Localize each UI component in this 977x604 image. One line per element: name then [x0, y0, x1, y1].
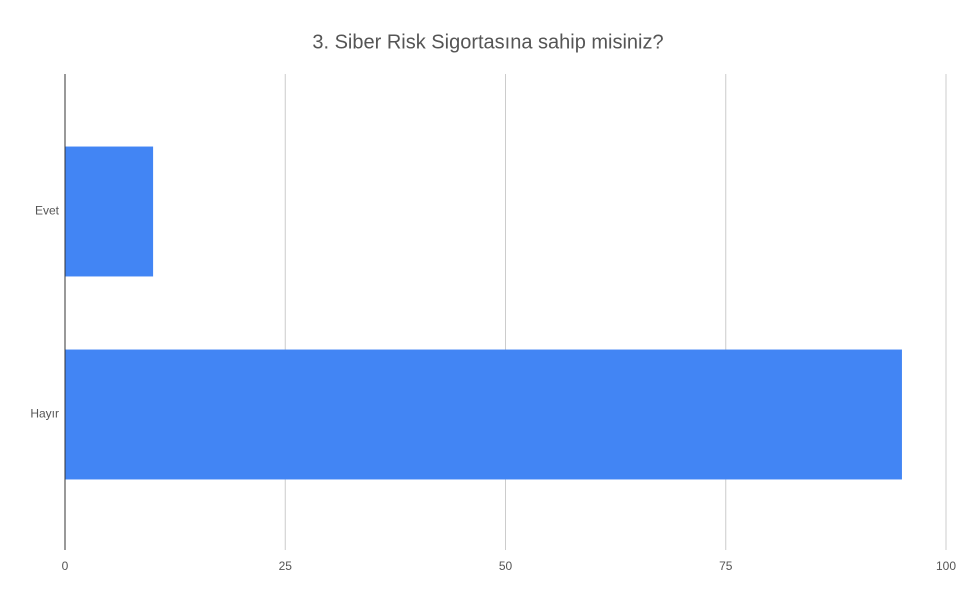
x-tick-label: 50	[499, 559, 513, 573]
y-tick-label: Hayır	[30, 407, 59, 421]
bar	[65, 349, 902, 480]
x-tick-label: 75	[719, 559, 733, 573]
x-tick-label: 0	[62, 559, 69, 573]
x-tick-label: 25	[279, 559, 293, 573]
x-tick-label: 100	[936, 559, 956, 573]
y-tick-label: Evet	[35, 204, 60, 218]
chart-title: 3. Siber Risk Sigortasına sahip misiniz?	[312, 31, 663, 53]
bar	[65, 146, 154, 277]
